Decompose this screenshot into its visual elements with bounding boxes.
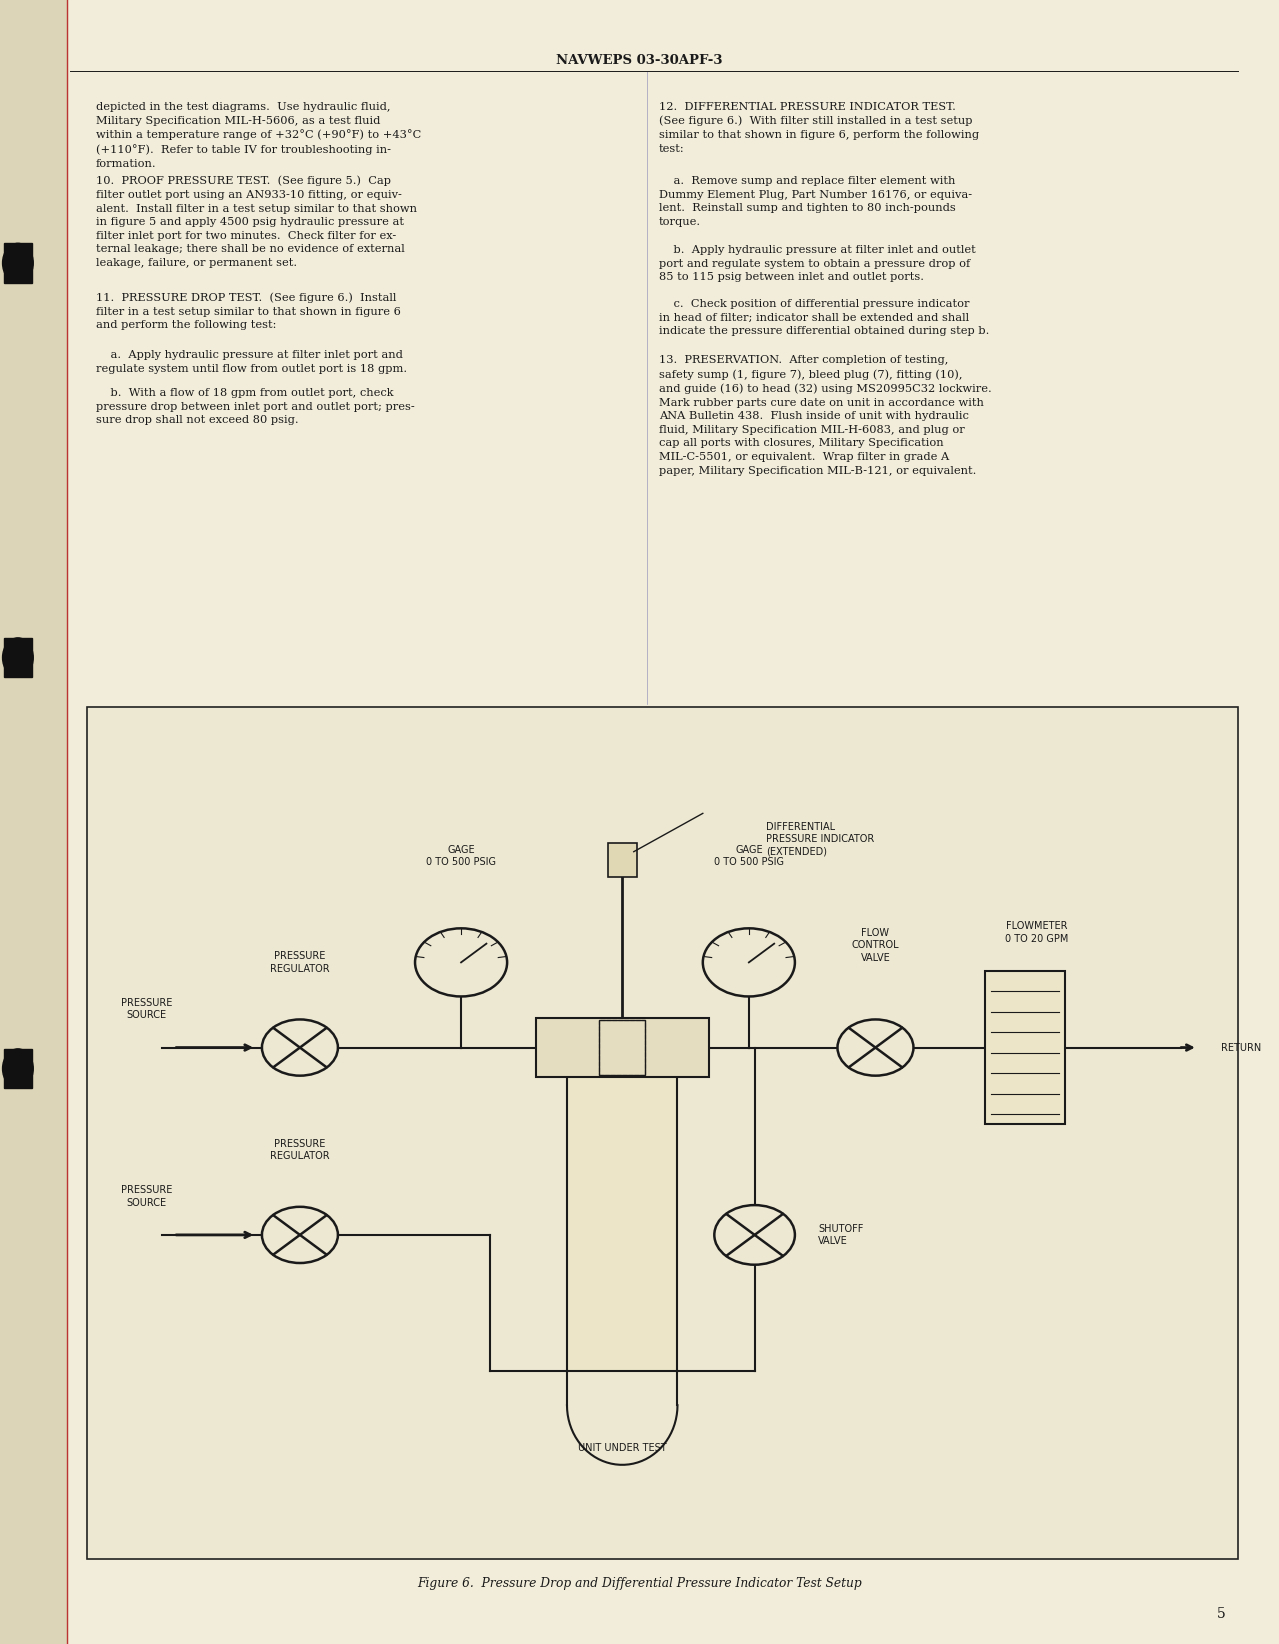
Text: SHUTOFF
VALVE: SHUTOFF VALVE (819, 1223, 863, 1246)
Bar (4, 1049, 32, 1088)
Bar (599, 1019, 645, 1075)
Text: 5: 5 (1218, 1608, 1225, 1621)
Text: RETURN: RETURN (1220, 1042, 1261, 1052)
Text: NAVWEPS 03-30APF-3: NAVWEPS 03-30APF-3 (556, 54, 723, 67)
Text: 10.  PROOF PRESSURE TEST.  (See figure 5.)  Cap
filter outlet port using an AN93: 10. PROOF PRESSURE TEST. (See figure 5.)… (96, 176, 417, 268)
Text: 12.  DIFFERENTIAL PRESSURE INDICATOR TEST.
(See figure 6.)  With filter still in: 12. DIFFERENTIAL PRESSURE INDICATOR TEST… (659, 102, 978, 153)
Bar (536, 1018, 709, 1077)
Ellipse shape (838, 1019, 913, 1075)
Text: 11.  PRESSURE DROP TEST.  (See figure 6.)  Install
filter in a test setup simila: 11. PRESSURE DROP TEST. (See figure 6.) … (96, 293, 400, 330)
Ellipse shape (714, 1205, 794, 1264)
Text: Figure 6.  Pressure Drop and Differential Pressure Indicator Test Setup: Figure 6. Pressure Drop and Differential… (417, 1577, 862, 1590)
Text: depicted in the test diagrams.  Use hydraulic fluid,
Military Specification MIL-: depicted in the test diagrams. Use hydra… (96, 102, 421, 169)
Ellipse shape (414, 929, 506, 996)
Text: b.  With a flow of 18 gpm from outlet port, check
pressure drop between inlet po: b. With a flow of 18 gpm from outlet por… (96, 388, 414, 426)
Ellipse shape (703, 929, 794, 996)
Text: PRESSURE
REGULATOR: PRESSURE REGULATOR (270, 952, 330, 973)
Bar (0, 0, 67, 1644)
Text: GAGE
0 TO 500 PSIG: GAGE 0 TO 500 PSIG (714, 845, 784, 866)
Text: GAGE
0 TO 500 PSIG: GAGE 0 TO 500 PSIG (426, 845, 496, 866)
Text: PRESSURE
REGULATOR: PRESSURE REGULATOR (270, 1139, 330, 1161)
Text: UNIT UNDER TEST: UNIT UNDER TEST (578, 1443, 666, 1453)
Text: 13.  PRESERVATION.  After completion of testing,
safety sump (1, figure 7), blee: 13. PRESERVATION. After completion of te… (659, 355, 991, 475)
Bar (4, 638, 32, 677)
Bar (567, 1047, 678, 1371)
Circle shape (3, 243, 33, 283)
Text: a.  Apply hydraulic pressure at filter inlet port and
regulate system until flow: a. Apply hydraulic pressure at filter in… (96, 350, 407, 373)
Text: c.  Check position of differential pressure indicator
in head of filter; indicat: c. Check position of differential pressu… (659, 299, 989, 337)
Bar (4, 243, 32, 283)
Bar (608, 843, 637, 878)
Text: FLOW
CONTROL
VALVE: FLOW CONTROL VALVE (852, 927, 899, 963)
Bar (599, 1019, 645, 1075)
Bar (87, 707, 1238, 1559)
Circle shape (3, 638, 33, 677)
Text: PRESSURE
SOURCE: PRESSURE SOURCE (122, 998, 173, 1021)
Circle shape (3, 1049, 33, 1088)
Text: FLOWMETER
0 TO 20 GPM: FLOWMETER 0 TO 20 GPM (1005, 921, 1068, 944)
Ellipse shape (262, 1207, 338, 1263)
Bar (985, 972, 1065, 1124)
Text: PRESSURE
SOURCE: PRESSURE SOURCE (122, 1185, 173, 1208)
Ellipse shape (262, 1019, 338, 1075)
Text: b.  Apply hydraulic pressure at filter inlet and outlet
port and regulate system: b. Apply hydraulic pressure at filter in… (659, 245, 976, 283)
Text: a.  Remove sump and replace filter element with
Dummy Element Plug, Part Number : a. Remove sump and replace filter elemen… (659, 176, 972, 227)
Text: DIFFERENTIAL
PRESSURE INDICATOR
(EXTENDED): DIFFERENTIAL PRESSURE INDICATOR (EXTENDE… (766, 822, 875, 857)
